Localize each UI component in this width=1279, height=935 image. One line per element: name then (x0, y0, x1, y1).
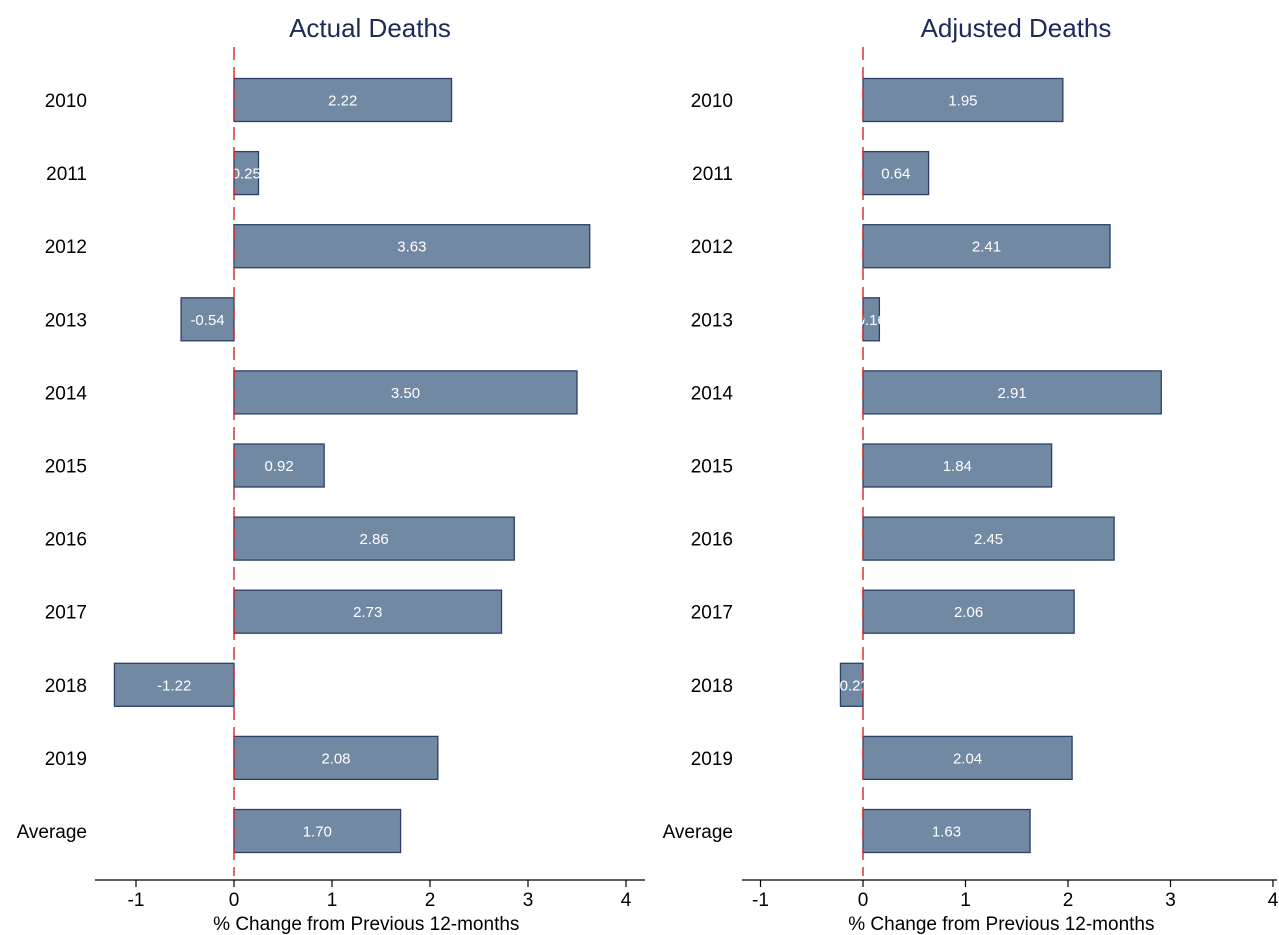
chart-panel-1: Actual Deaths 2.22 2010 0.25 2011 3.63 2012 -0.… (17, 13, 645, 935)
x-tick-label: 0 (858, 890, 869, 911)
bar-value-label: 3.63 (397, 239, 426, 256)
bar-value-label: 2.08 (321, 750, 350, 767)
bar-value-label: 3.50 (391, 385, 420, 402)
bar (233, 443, 325, 488)
bar (862, 370, 1162, 415)
x-tick-label: 1 (960, 890, 971, 911)
x-tick-label: -1 (128, 890, 145, 911)
bar (862, 150, 930, 196)
category-label: 2015 (691, 457, 733, 478)
bar (862, 589, 1075, 634)
bar-value-label: 2.06 (954, 604, 983, 621)
bar-value-label: 0.25 (232, 166, 261, 183)
bar-value-label: 1.84 (943, 458, 972, 475)
chart-title: Adjusted Deaths (921, 13, 1112, 43)
bar-value-label: -0.22 (835, 677, 869, 694)
bar-value-label: 2.86 (360, 531, 389, 548)
x-axis-title: % Change from Previous 12-months (213, 914, 519, 935)
bar-value-label: 2.04 (953, 750, 982, 767)
category-label: 2017 (45, 603, 87, 624)
x-tick-label: 0 (229, 890, 240, 911)
bar (862, 77, 1064, 123)
category-label: 2019 (691, 749, 733, 770)
chart-panel-2: Adjusted Deaths1.9520100.6420112.4120120… (663, 13, 1279, 935)
bar (862, 443, 1053, 488)
bar-value-label: 2.22 (328, 93, 357, 110)
bar (233, 735, 439, 781)
bar (233, 516, 515, 561)
category-label: 2016 (691, 530, 733, 551)
bar-value-label: 1.70 (303, 824, 332, 841)
x-tick-label: 3 (1165, 890, 1176, 911)
category-label: 2018 (691, 676, 733, 697)
bar-value-label: 2.45 (974, 531, 1003, 548)
bar (233, 370, 578, 415)
x-tick-label: 2 (1063, 890, 1074, 911)
bar-value-label: -0.54 (190, 312, 224, 329)
bar (233, 808, 402, 854)
bar (233, 224, 591, 269)
chart-title: Actual Deaths (289, 13, 451, 43)
bar (862, 516, 1115, 561)
x-tick-label: 1 (327, 890, 338, 911)
bar-value-label: -1.22 (157, 677, 191, 694)
bar-value-label: 1.63 (932, 824, 961, 841)
x-tick-label: 4 (621, 890, 632, 911)
bar-value-label: 2.41 (972, 239, 1001, 256)
category-label: 2011 (692, 164, 733, 185)
category-label: 2013 (691, 310, 733, 331)
category-label: 2019 (45, 749, 87, 770)
bar (233, 150, 260, 196)
category-label: 2018 (45, 676, 87, 697)
bar-value-label: 0.16 (857, 312, 886, 329)
bar-value-label: 2.91 (998, 385, 1027, 402)
category-label: Average (17, 822, 87, 843)
bar (862, 224, 1111, 269)
category-label: 2014 (45, 383, 88, 404)
category-label: 2011 (46, 164, 87, 185)
category-label: 2014 (691, 383, 734, 404)
bar-value-label: 1.95 (948, 93, 977, 110)
bar (839, 662, 864, 707)
category-label: 2017 (691, 603, 733, 624)
category-label: 2010 (691, 91, 733, 112)
category-label: 2013 (45, 310, 87, 331)
bar (862, 735, 1073, 781)
x-tick-label: -1 (752, 890, 769, 911)
category-label: 2016 (45, 530, 87, 551)
x-axis-title: % Change from Previous 12-months (848, 914, 1154, 935)
category-label: 2015 (45, 457, 87, 478)
bar (113, 662, 235, 707)
x-tick-label: 4 (1268, 890, 1279, 911)
bar (233, 77, 453, 123)
category-label: 2012 (45, 237, 87, 258)
category-label: 2010 (45, 91, 87, 112)
x-tick-label: 3 (523, 890, 534, 911)
bar-value-label: 0.64 (881, 166, 910, 183)
x-tick-label: 2 (425, 890, 436, 911)
category-label: Average (663, 822, 733, 843)
bar-value-label: 2.73 (353, 604, 382, 621)
bar-value-label: 0.92 (264, 458, 293, 475)
category-label: 2012 (691, 237, 733, 258)
